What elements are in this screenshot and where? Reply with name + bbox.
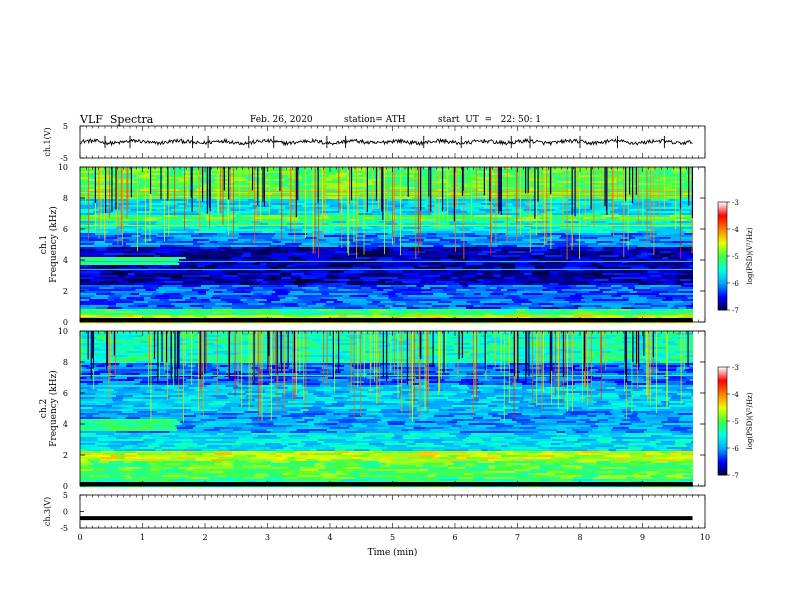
x-axis-label: Time (min) (368, 547, 418, 558)
ch1-spectrogram-colorbar-label: log(PSD)(V²/Hz) (746, 227, 754, 284)
ch1-spectrogram-colorbar-tick-label: -5 (732, 253, 739, 261)
figure-date: Feb. 26, 2020 (250, 115, 313, 125)
ch3-waveform-ytick-label: -5 (60, 524, 68, 533)
figure-start-time: start UT = 22: 50: 1 (438, 115, 542, 125)
ch1-spectrogram-ytick-label: 2 (63, 287, 68, 296)
x-tick-label: 10 (700, 533, 710, 542)
ch3-waveform-ylabel: ch.3(V) (43, 497, 52, 526)
ch1-spectrogram-colorbar-tick-label: -6 (732, 280, 739, 288)
x-tick-label: 8 (577, 533, 582, 542)
x-tick-label: 7 (515, 533, 520, 542)
x-tick-label: 0 (77, 533, 82, 542)
ch1-waveform-line (79, 137, 693, 147)
ch1-spectrogram-ytick-label: 4 (63, 256, 68, 265)
x-tick-label: 1 (140, 533, 145, 542)
figure-title: VLF Spectra (80, 113, 154, 126)
ch1-spectrogram-colorbar (718, 202, 727, 311)
ch2-spectrogram-ytick-label: 8 (63, 358, 68, 367)
ch1-waveform-ytick-label: -5 (60, 154, 68, 163)
ch2-spectrogram-ytick-label: 10 (58, 327, 68, 336)
ch1-spectrogram-ytick-label: 10 (58, 163, 68, 172)
ch2-spectrogram-ytick-label: 4 (63, 420, 68, 429)
ch2-spectrogram-image (80, 331, 693, 488)
ch1-spectrogram-ytick-label: 8 (63, 194, 68, 203)
ch2-spectrogram-colorbar-label: log(PSD)(V²/Hz) (746, 392, 754, 449)
ch1-spectrogram-colorbar-tick-label: -3 (732, 199, 739, 207)
ch2-spectrogram-colorbar-tick-label: -5 (732, 418, 739, 426)
ch2-spectrogram-ytick-label: 6 (63, 389, 68, 398)
x-tick-label: 2 (202, 533, 207, 542)
ch3-waveform-ytick-label: 5 (63, 491, 68, 500)
ch1-spectrogram-ytick-label: 6 (63, 225, 68, 234)
figure-station: station= ATH (344, 115, 406, 125)
ch1-waveform-ylabel: ch.1(V) (43, 127, 52, 156)
ch2-spectrogram-ylabel: Frequency (kHz) (48, 370, 59, 447)
ch1-spectrogram-ytick-label: 0 (63, 318, 68, 327)
ch1-spectrogram-colorbar-tick-label: -4 (732, 226, 739, 234)
ch3-waveform-ytick-label: 0 (63, 508, 68, 517)
ch2-spectrogram-colorbar (718, 367, 727, 476)
ch2-spectrogram-colorbar-tick-label: -3 (732, 364, 739, 372)
ch2-spectrogram-colorbar-tick-label: -4 (732, 391, 739, 399)
ch2-spectrogram-ytick-label: 2 (63, 451, 68, 460)
ch1-spectrogram-image (80, 167, 694, 324)
x-tick-label: 9 (640, 533, 645, 542)
x-tick-label: 4 (327, 533, 332, 542)
x-tick-label: 6 (452, 533, 457, 542)
ch2-spectrogram-colorbar-tick-label: -7 (732, 472, 739, 480)
ch2-spectrogram-channel-label: ch.2 (39, 399, 49, 418)
ch2-spectrogram-colorbar-tick-label: -6 (732, 445, 739, 453)
ch1-spectrogram-ylabel: Frequency (kHz) (48, 206, 59, 283)
x-tick-label: 5 (390, 533, 395, 542)
ch1-waveform-ytick-label: 5 (63, 122, 68, 131)
ch1-spectrogram-channel-label: ch.1 (39, 235, 49, 254)
ch1-spectrogram-colorbar-tick-label: -7 (732, 307, 739, 315)
ch2-spectrogram-ytick-label: 0 (63, 482, 68, 491)
x-tick-label: 3 (265, 533, 270, 542)
